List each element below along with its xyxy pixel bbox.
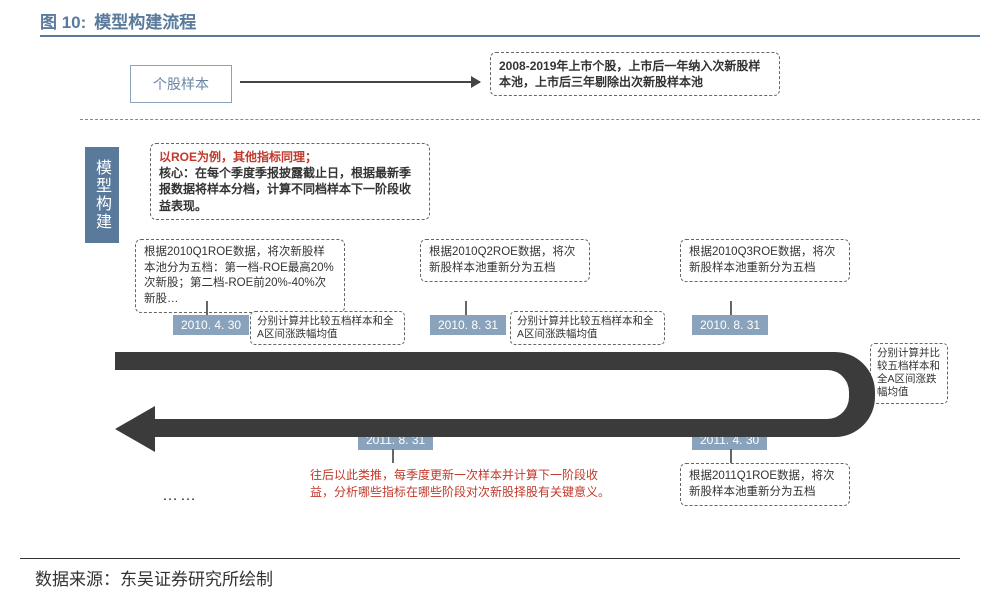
core-note-red: 以ROE为例，其他指标同理； — [159, 149, 421, 165]
u-arrow-path — [115, 352, 875, 452]
sample-label-box: 个股样本 — [130, 65, 232, 103]
data-source: 数据来源：东吴证券研究所绘制 — [35, 565, 273, 590]
step-desc-q2: 根据2010Q2ROE数据，将次新股样本池重新分为五档 — [420, 239, 590, 282]
header-rule — [40, 35, 980, 37]
sample-arrow — [240, 81, 480, 83]
core-note-box: 以ROE为例，其他指标同理； 核心：在每个季度季报披露截止日，根据最新季报数据将… — [150, 143, 430, 220]
figure-title: 模型构建流程 — [94, 8, 196, 33]
timeline-arrow — [115, 307, 950, 477]
sample-description-box: 2008-2019年上市个股，上市后一年纳入次新股样本池，上市后三年剔除出次新股… — [490, 52, 780, 96]
footer-rule — [20, 558, 960, 559]
figure-number: 图 10: — [40, 8, 86, 33]
step-desc-q1: 根据2010Q1ROE数据，将次新股样本池分为五档：第一档-ROE最高20%次新… — [135, 239, 345, 313]
bottom-red-note: 往后以此类推，每季度更新一次样本并计算下一阶段收益，分析哪些指标在哪些阶段对次新… — [310, 467, 610, 502]
diagram-area: 个股样本 2008-2019年上市个股，上市后一年纳入次新股样本池，上市后三年剔… — [40, 47, 980, 547]
section-separator — [80, 119, 980, 120]
step-desc-q3: 根据2010Q3ROE数据，将次新股样本池重新分为五档 — [680, 239, 850, 282]
model-section-label: 模型构建 — [85, 147, 119, 243]
figure-header: 图 10: 模型构建流程 — [20, 8, 980, 33]
core-note-bold: 核心：在每个季度季报披露截止日，根据最新季报数据将样本分档，计算不同档样本下一阶… — [159, 165, 421, 214]
ellipsis: …… — [162, 487, 198, 505]
